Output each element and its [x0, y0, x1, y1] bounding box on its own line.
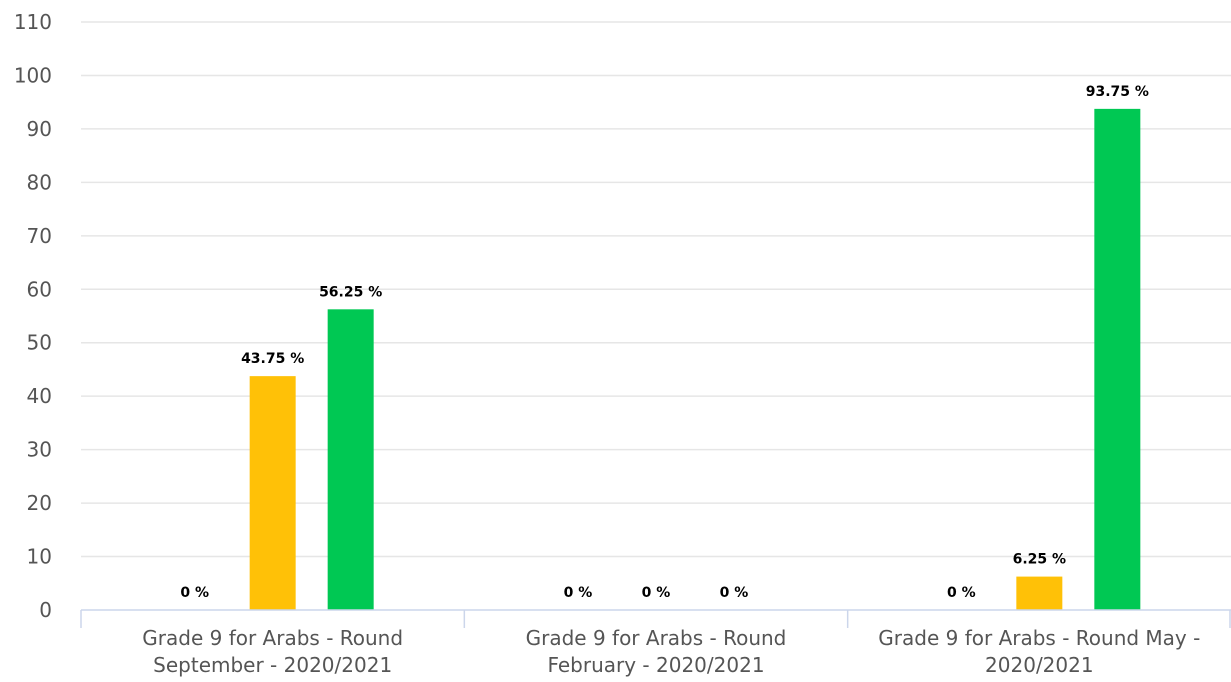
data-label: 93.75 %	[1086, 84, 1149, 100]
x-tick-label: Grade 9 for Arabs - Round	[526, 626, 787, 650]
x-axis: Grade 9 for Arabs - Round September - 202…	[80, 609, 1231, 677]
y-tick-label: 80	[27, 170, 52, 194]
y-tick-label: 110	[14, 10, 52, 34]
data-label: 0 %	[720, 585, 749, 601]
y-tick-label: 60	[27, 277, 52, 301]
y-tick-label: 30	[27, 438, 52, 462]
data-label: 0 %	[947, 585, 976, 601]
bar[interactable]	[1094, 108, 1141, 610]
y-tick-label: 70	[27, 224, 52, 248]
y-tick-label: 90	[27, 117, 52, 141]
data-labels: 0 % 43.75 % 56.25 % 0 % 0 % 0 % 0 % 6.25 % 93.75…	[180, 84, 1149, 601]
y-tick-label: 0	[39, 598, 52, 622]
data-label: 0 %	[180, 585, 209, 601]
x-tick-label: February - 2020/2021	[547, 653, 764, 677]
y-tick-label: 20	[27, 491, 52, 515]
bar[interactable]	[249, 376, 296, 610]
data-label: 6.25 %	[1013, 552, 1066, 568]
bars	[249, 108, 1141, 610]
data-label: 0 %	[564, 585, 593, 601]
x-tick-label: 2020/2021	[985, 653, 1094, 677]
bar[interactable]	[327, 309, 374, 610]
y-tick-label: 50	[27, 331, 52, 355]
y-axis: 0 10 20 30 40 50 60 70 80 90 100 110	[14, 10, 52, 622]
y-tick-label: 100	[14, 63, 52, 87]
x-tick-label: Grade 9 for Arabs - Round	[142, 626, 403, 650]
data-label: 0 %	[642, 585, 671, 601]
y-tick-label: 40	[27, 384, 52, 408]
bar[interactable]	[1016, 576, 1063, 610]
x-tick-label: Grade 9 for Arabs - Round May -	[878, 626, 1200, 650]
y-tick-label: 10	[27, 545, 52, 569]
x-tick-label: September - 2020/2021	[153, 653, 392, 677]
data-label: 43.75 %	[241, 351, 304, 367]
data-label: 56.25 %	[319, 284, 382, 300]
